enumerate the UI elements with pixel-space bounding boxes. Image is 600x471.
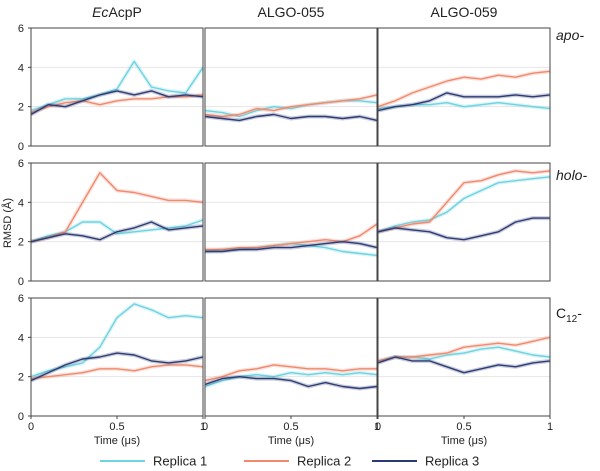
panel-frame — [204, 27, 378, 147]
y-tick-label: 0 — [18, 276, 24, 288]
panel-frame — [204, 297, 378, 417]
legend-label-replica-3: Replica 3 — [425, 454, 479, 469]
x-tick-label: 0.5 — [109, 421, 124, 433]
series-line-replica-2 — [377, 336, 551, 362]
x-tick-label: 0 — [375, 421, 381, 433]
series-line-replica-2 — [377, 170, 551, 233]
panel-frame — [377, 27, 551, 147]
series-line-replica-3 — [377, 92, 551, 112]
legend-label-replica-2: Replica 2 — [297, 454, 351, 469]
y-tick-label: 6 — [18, 293, 24, 305]
column-title-algo-055: ALGO-055 — [258, 4, 325, 20]
panel-apo-ecacpp: 0 2 4 6 — [18, 23, 205, 153]
x-tick-label: 0 — [28, 421, 34, 433]
x-tick-label: 0 — [202, 421, 208, 433]
series-line-replica-2 — [204, 94, 378, 118]
x-tick-label: 1 — [374, 421, 380, 433]
x-tick-label: 1 — [200, 421, 206, 433]
y-tick-label: 4 — [18, 197, 24, 209]
series-line-replica-1 — [30, 60, 204, 112]
y-axis-label: RMSD (Å) — [1, 198, 14, 248]
y-tick-label: 6 — [18, 23, 24, 35]
y-tick-label: 4 — [18, 332, 24, 344]
y-tick-label: 2 — [18, 237, 24, 249]
y-tick-label: 0 — [18, 411, 24, 423]
series-line-replica-3 — [204, 376, 378, 390]
row-label-c12: C12- — [556, 305, 582, 325]
y-tick-label: 2 — [18, 102, 24, 114]
row-label-holo: holo- — [556, 167, 587, 183]
column-title-ecacpp: EcAcpP — [92, 4, 142, 20]
panel-c12-algo-059: 0 0.5 1 — [375, 297, 553, 433]
legend-label-replica-1: Replica 1 — [153, 454, 207, 469]
series-line-replica-2 — [204, 364, 377, 382]
series-line-replica-3 — [377, 217, 550, 241]
panel-holo-algo-055 — [204, 162, 379, 282]
legend: Replica 1 Replica 2 Replica 3 — [100, 454, 479, 469]
panel-c12-algo-055: 0 0.5 1 — [202, 297, 380, 433]
series-line-replica-1 — [377, 176, 551, 233]
y-tick-label: 0 — [18, 141, 24, 153]
panel-holo-ecacpp: 0 2 4 6 — [18, 158, 204, 288]
y-tick-label: 6 — [18, 158, 24, 170]
series-line-replica-3 — [205, 240, 378, 253]
series-line-replica-3 — [30, 352, 204, 382]
y-tick-label: 2 — [18, 372, 24, 384]
x-axis-label-col2: Time (μs) — [268, 435, 314, 447]
panel-apo-algo-055 — [204, 27, 378, 147]
panel-frame — [30, 162, 204, 282]
row-label-apo: apo- — [556, 27, 584, 43]
x-tick-label: 0.5 — [456, 421, 471, 433]
series-line-replica-3 — [30, 90, 204, 116]
x-axis-label-col3: Time (μs) — [441, 435, 487, 447]
column-title-algo-059: ALGO-059 — [431, 4, 498, 20]
series-line-replica-2 — [377, 70, 551, 108]
series-line-replica-3 — [204, 113, 378, 122]
panel-apo-algo-059 — [377, 27, 551, 147]
panel-frame — [204, 162, 378, 282]
y-tick-label: 4 — [18, 62, 24, 74]
series-band-replica-3 — [204, 374, 378, 391]
series-line-replica-2 — [205, 223, 378, 251]
x-axis-label-col1: Time (μs) — [94, 435, 140, 447]
panel-holo-algo-059 — [377, 162, 551, 282]
series-line-replica-3 — [30, 221, 204, 243]
panel-c12-ecacpp: 0 2 4 6 0 0.5 1 — [18, 293, 206, 433]
panel-frame — [377, 162, 551, 282]
series-line-replica-3 — [377, 356, 551, 374]
x-tick-label: 0.5 — [283, 421, 298, 433]
series-line-replica-2 — [30, 172, 204, 243]
series-line-replica-2 — [30, 364, 204, 380]
x-tick-label: 1 — [547, 421, 553, 433]
panel-frame — [30, 27, 204, 147]
